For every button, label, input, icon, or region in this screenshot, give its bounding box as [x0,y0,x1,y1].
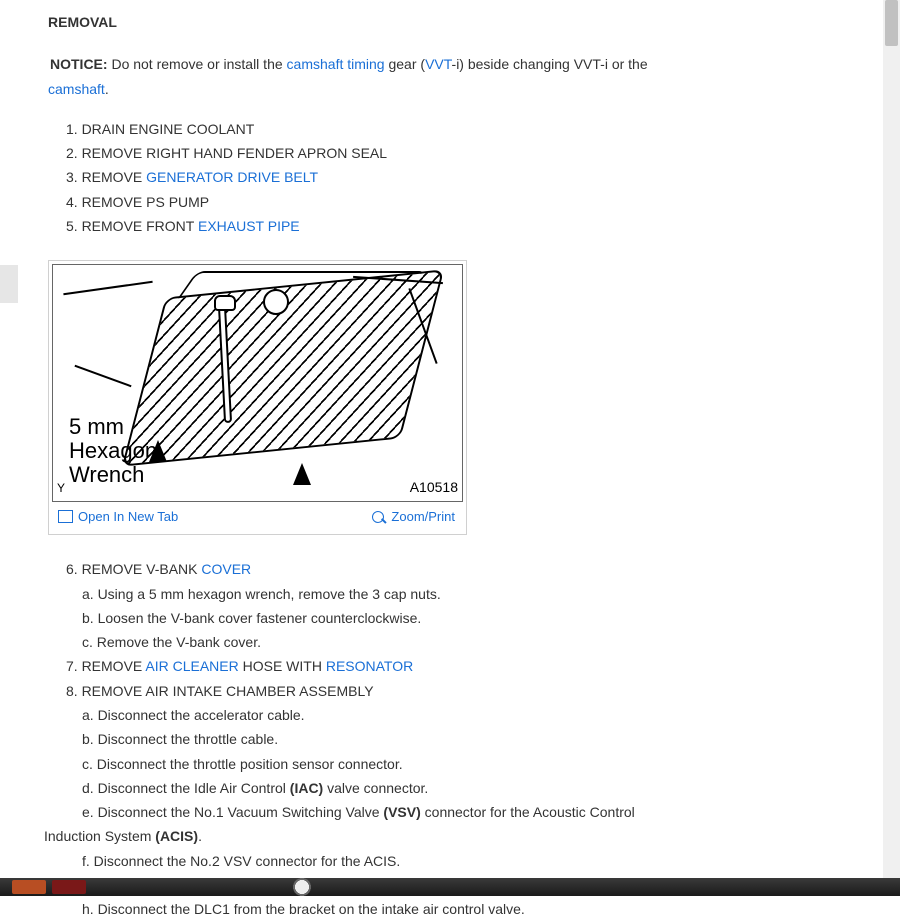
figure-label-line: Hexagon [69,438,157,463]
step-8f: f. Disconnect the No.2 VSV connector for… [82,851,830,871]
step-8d-text: d. Disconnect the Idle Air Control [82,780,290,796]
os-taskbar[interactable] [0,878,900,896]
zoom-print-link[interactable]: Zoom/Print [372,508,455,527]
step-3: 3. REMOVE GENERATOR DRIVE BELT [66,167,830,187]
link-cover[interactable]: COVER [201,561,251,577]
steps-list-bottom: 6. REMOVE V-BANK COVER a. Using a 5 mm h… [48,559,830,919]
link-exhaust-pipe[interactable]: EXHAUST PIPE [198,218,300,234]
step-8d-text: valve connector. [323,780,428,796]
step-8e-text: e. Disconnect the No.1 Vacuum Switching … [82,804,383,820]
link-camshaft[interactable]: camshaft [48,81,105,97]
step-6-text: 6. REMOVE V-BANK [66,561,201,577]
notice-text: Do not remove or install the [108,56,287,72]
step-8: 8. REMOVE AIR INTAKE CHAMBER ASSEMBLY [66,681,830,701]
document-content: REMOVAL NOTICE: Do not remove or install… [0,0,860,920]
link-camshaft-timing[interactable]: camshaft timing [287,56,385,72]
step-6b: b. Loosen the V-bank cover fastener coun… [82,608,830,628]
diagram-wrench-head [214,295,236,311]
figure-corner-y: Y [57,480,65,497]
open-in-new-tab-label: Open In New Tab [78,508,178,527]
step-8e-text: . [198,828,202,844]
step-8e-text: connector for the Acoustic Control [421,804,635,820]
step-8d: d. Disconnect the Idle Air Control (IAC)… [82,778,830,798]
figure-label-line: Wrench [69,462,144,487]
figure-label-line: 5 mm [69,414,124,439]
notice-paragraph-line2: camshaft. [48,79,830,99]
figure-ref-number: A10518 [410,477,458,497]
step-8b: b. Disconnect the throttle cable. [82,729,830,749]
notice-paragraph: NOTICE: Do not remove or install the cam… [50,54,830,74]
step-8d-abbr: (IAC) [290,780,323,796]
step-8e-text: Induction System [44,828,155,844]
open-new-tab-icon [60,512,73,523]
step-6c: c. Remove the V-bank cover. [82,632,830,652]
link-generator-drive-belt[interactable]: GENERATOR DRIVE BELT [146,169,318,185]
step-5: 5. REMOVE FRONT EXHAUST PIPE [66,216,830,236]
notice-label: NOTICE: [50,56,108,72]
step-6: 6. REMOVE V-BANK COVER [66,559,830,579]
step-8a: a. Disconnect the accelerator cable. [82,705,830,725]
vertical-scrollbar-track[interactable] [883,0,900,878]
open-in-new-tab-link[interactable]: Open In New Tab [60,508,178,527]
step-8e-abbr: (VSV) [383,804,420,820]
step-8h: h. Disconnect the DLC1 from the bracket … [82,899,830,919]
zoom-print-label: Zoom/Print [391,508,455,527]
vertical-scrollbar-thumb[interactable] [885,0,898,46]
zoom-icon [372,511,386,525]
step-1: 1. DRAIN ENGINE COOLANT [66,119,830,139]
notice-text: . [105,81,109,97]
step-7: 7. REMOVE AIR CLEANER HOSE WITH RESONATO… [66,656,830,676]
step-8c: c. Disconnect the throttle position sens… [82,754,830,774]
step-7-text: 7. REMOVE [66,658,145,674]
diagram-line [63,281,152,296]
steps-list-top: 1. DRAIN ENGINE COOLANT 2. REMOVE RIGHT … [48,119,830,236]
step-8e-line2: Induction System (ACIS). [44,826,830,846]
step-5-text: 5. REMOVE FRONT [66,218,198,234]
step-8e-line1: e. Disconnect the No.1 Vacuum Switching … [82,802,830,822]
taskbar-button[interactable] [12,880,46,894]
taskbar-button[interactable] [52,880,86,894]
figure-container: 5 mm Hexagon Wrench Y A10518 Open In New… [48,260,467,535]
step-6a: a. Using a 5 mm hexagon wrench, remove t… [82,584,830,604]
link-air-cleaner[interactable]: AIR CLEANER [145,658,238,674]
step-7-text: HOSE WITH [239,658,326,674]
step-2: 2. REMOVE RIGHT HAND FENDER APRON SEAL [66,143,830,163]
left-collapse-handle[interactable] [0,265,18,303]
step-3-text: 3. REMOVE [66,169,146,185]
link-resonator[interactable]: RESONATOR [326,658,413,674]
figure-callout-label: 5 mm Hexagon Wrench [69,415,157,487]
link-vvt[interactable]: VVT [425,56,451,72]
step-4: 4. REMOVE PS PUMP [66,192,830,212]
figure-diagram: 5 mm Hexagon Wrench Y A10518 [52,264,463,502]
notice-text: gear ( [385,56,425,72]
diagram-line [74,365,131,387]
diagram-arrow [293,463,311,485]
notice-text: -i) beside changing VVT-i or the [452,56,648,72]
taskbar-orb-icon[interactable] [290,878,314,896]
figure-toolbar: Open In New Tab Zoom/Print [52,502,463,531]
step-8e-abbr: (ACIS) [155,828,198,844]
section-heading: REMOVAL [48,12,830,32]
